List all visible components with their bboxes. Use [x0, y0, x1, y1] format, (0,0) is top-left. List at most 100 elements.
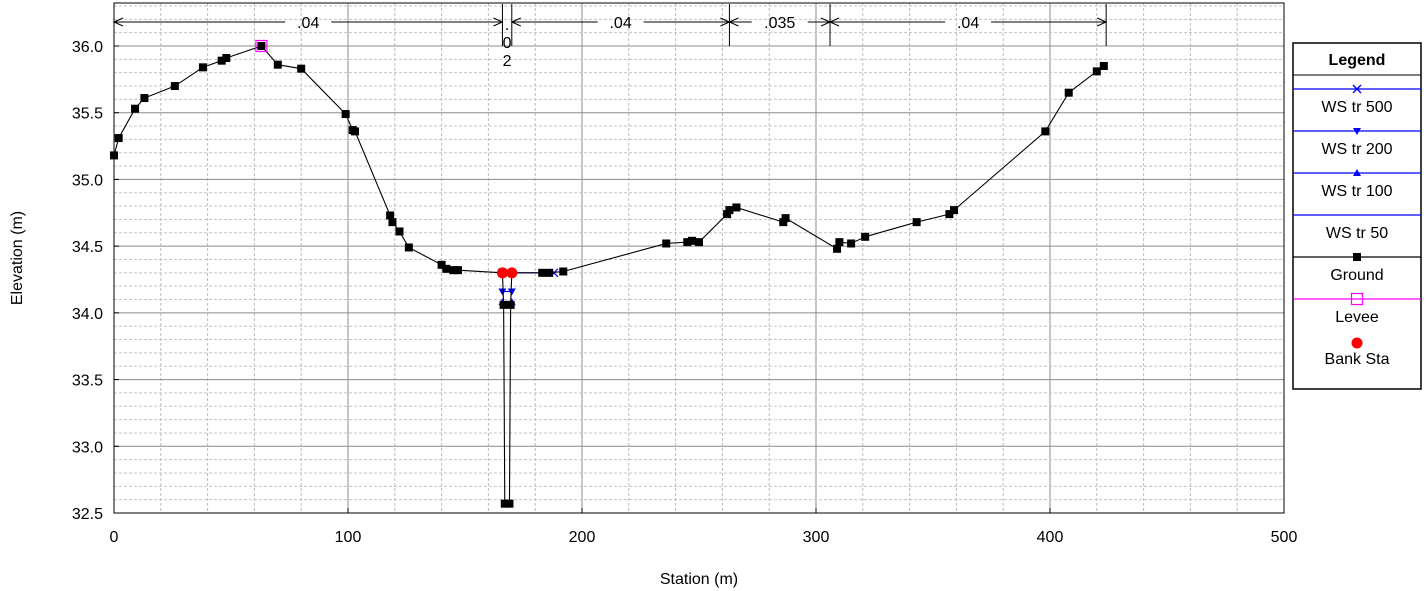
bank-station-point: [496, 267, 508, 279]
legend-marker-bank-sta: [1351, 337, 1363, 349]
ground-point: [499, 300, 508, 309]
plot-frame: [113, 2, 1285, 514]
levee-point: [255, 39, 268, 53]
ground-point: [114, 134, 123, 143]
ground-point: [683, 238, 692, 247]
ground-point: [1064, 88, 1073, 97]
legend-title: Legend: [1329, 52, 1386, 69]
ground-point: [351, 127, 360, 136]
ground-point: [110, 151, 118, 160]
manning-arrowhead-right: [493, 17, 504, 27]
ground-point: [545, 268, 554, 277]
manning-n-label: .04: [957, 15, 979, 32]
manning-arrowhead-left: [728, 17, 739, 27]
ground-point: [779, 218, 788, 227]
x-tick-label: 300: [803, 529, 830, 546]
legend-label-ws-tr-200: WS tr 200: [1321, 141, 1392, 158]
plot-area: [114, 3, 1284, 513]
manning-arrowhead-left: [510, 17, 522, 27]
ground-point: [297, 64, 306, 73]
ground-point: [559, 267, 568, 276]
y-tick-label: 35.0: [72, 172, 103, 189]
ground-point: [912, 218, 921, 227]
ground-point: [781, 214, 790, 223]
x-tick-label: 100: [335, 529, 362, 546]
manning-n-label: 0: [503, 35, 512, 52]
bank-station-point: [506, 267, 518, 279]
ground-point: [341, 110, 350, 119]
x-tick-label: 0: [110, 529, 119, 546]
ground-point: [1041, 127, 1050, 136]
legend-marker-ws-tr-500-stroke: [1352, 84, 1362, 94]
ground-point: [847, 239, 856, 248]
ground-point: [437, 260, 446, 269]
ground-point: [732, 203, 741, 212]
ground-point: [1092, 67, 1101, 76]
legend-entries: WS tr 500 WS tr 200 WS tr 100 WS tr 50 Groun…: [1293, 84, 1421, 368]
y-axis-label: Elevation (m): [9, 211, 26, 305]
ground-point: [217, 56, 226, 65]
x-axis-ticks: 0 100 200 300 400 500: [110, 508, 1298, 546]
ground-point: [170, 82, 179, 91]
y-axis-ticks: 32.5 33.0 33.5 34.0 34.5 35.0 35.5 36.0: [72, 39, 119, 523]
manning-n-label: .04: [609, 15, 631, 32]
ground-point: [723, 210, 732, 219]
ground-point: [538, 268, 547, 277]
legend-label-ground: Ground: [1330, 267, 1383, 284]
x-tick-label: 500: [1271, 529, 1298, 546]
x-tick-label: 200: [569, 529, 596, 546]
x-axis-label: Station (m): [660, 571, 738, 588]
legend-label-levee: Levee: [1335, 309, 1379, 326]
ground-point: [950, 206, 959, 215]
ground-point: [386, 211, 395, 220]
ground-point: [506, 300, 515, 309]
ground-point: [140, 94, 149, 103]
y-tick-label: 35.5: [72, 106, 103, 123]
manning-arrowhead-left: [828, 17, 840, 27]
ground-point: [198, 63, 207, 72]
series-layer: [110, 39, 1108, 508]
ground-point: [131, 104, 140, 113]
ground-point: [695, 238, 703, 247]
ground-point: [1099, 62, 1108, 71]
legend-marker-ground: [1353, 253, 1361, 261]
legend-label-ws-tr-100: WS tr 100: [1321, 183, 1392, 200]
ground-point: [687, 236, 696, 245]
manning-n-annotations: .04.02 .04 .035 .04: [112, 4, 1108, 70]
y-tick-label: 32.5: [72, 506, 103, 523]
ground-point: [500, 499, 509, 508]
grid-lines: [114, 3, 1284, 513]
ground-point: [404, 243, 413, 252]
ground-point: [453, 266, 462, 275]
legend-label-ws-tr-50: WS tr 50: [1326, 225, 1388, 242]
ground-point: [395, 227, 404, 236]
legend-marker-ws-tr-500: [1352, 84, 1362, 94]
ws-tr-200-point: [498, 288, 507, 296]
legend-marker-ws-tr-200: [1353, 128, 1361, 135]
y-tick-label: 33.0: [72, 439, 103, 456]
ground-point: [442, 264, 451, 273]
ground-point: [505, 499, 514, 508]
ground-point: [388, 218, 397, 227]
y-tick-label: 33.5: [72, 373, 103, 390]
legend-marker-ws-tr-100: [1353, 169, 1361, 176]
ground-point: [861, 232, 870, 241]
manning-n-label: .: [505, 17, 509, 34]
legend-label-ws-tr-500: WS tr 500: [1321, 99, 1392, 116]
legend-marker-levee: [1350, 292, 1364, 306]
ground-point: [257, 42, 266, 50]
ground-point: [662, 239, 671, 248]
x-tick-label: 400: [1037, 529, 1064, 546]
ground-point: [222, 54, 231, 63]
ground-point: [725, 206, 734, 215]
ground-point: [945, 210, 954, 219]
manning-arrowhead-left: [112, 17, 124, 27]
manning-n-label: 2: [503, 53, 512, 70]
ground-point: [835, 238, 844, 247]
legend-label-bank-sta: Bank Sta: [1325, 351, 1390, 368]
ws-tr-200-point: [507, 288, 516, 296]
manning-n-label: .035: [764, 15, 795, 32]
ground-point: [449, 266, 458, 275]
